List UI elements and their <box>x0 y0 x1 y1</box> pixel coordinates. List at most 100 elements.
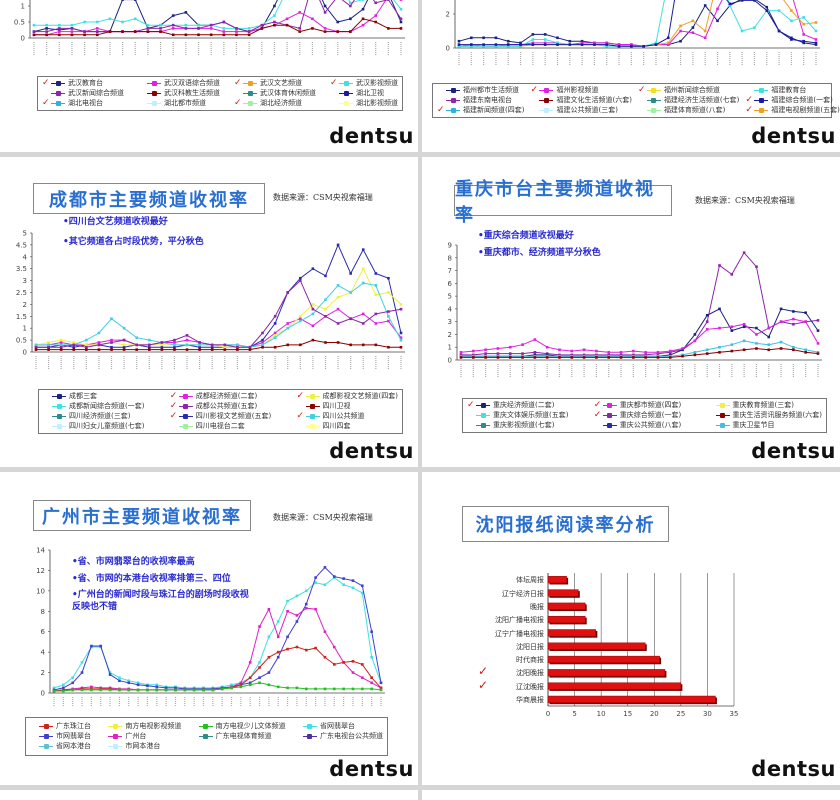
dentsu-logo: dentsu <box>329 757 414 781</box>
data-point <box>118 688 121 692</box>
data-point <box>136 688 140 692</box>
data-point <box>258 666 261 669</box>
data-point <box>236 343 239 347</box>
legend-item: ✓ 湖北电视台 <box>42 99 124 108</box>
data-point <box>99 688 103 692</box>
y-tick-label: 0 <box>41 690 45 698</box>
data-point <box>108 688 112 692</box>
data-point <box>570 349 574 353</box>
data-point <box>642 45 645 48</box>
legend-label: 重庆经济频道(二套) <box>493 401 555 409</box>
data-point <box>122 348 126 351</box>
data-point <box>52 686 56 690</box>
data-point <box>816 352 820 355</box>
legend-item: 市网本港台 <box>99 742 181 751</box>
legend-label: 重庆教育频道(三套) <box>732 401 794 409</box>
data-point <box>457 39 461 43</box>
series-line <box>461 340 819 357</box>
data-point <box>304 589 308 593</box>
legend-item: 湖北卫视 <box>330 89 398 98</box>
data-point <box>379 686 383 690</box>
y-tick-label: 1 <box>23 325 27 333</box>
data-point <box>361 687 364 691</box>
legend-swatch <box>339 80 353 86</box>
data-point <box>361 312 365 316</box>
data-point <box>95 33 99 37</box>
data-point <box>121 0 124 1</box>
data-point <box>777 29 781 33</box>
legend-swatch <box>178 413 193 419</box>
data-point <box>753 0 756 2</box>
data-point <box>248 683 252 687</box>
legend-label: 四川妇女儿童频道(七套) <box>69 422 145 430</box>
legend-swatch <box>646 97 661 103</box>
data-point <box>323 11 327 14</box>
data-point <box>236 348 239 351</box>
data-point <box>681 347 684 350</box>
data-point <box>457 43 461 46</box>
data-point <box>135 348 138 351</box>
data-point <box>374 1 377 5</box>
legend-label: 武汉体育休闲频道 <box>260 89 316 97</box>
data-point <box>47 341 50 344</box>
data-point <box>286 291 290 294</box>
dentsu-logo: dentsu <box>329 439 414 463</box>
series-line <box>34 0 402 33</box>
data-point <box>108 30 112 33</box>
category-label: 华商晨报 <box>516 696 544 705</box>
data-point <box>173 345 176 349</box>
check-icon: ✓ <box>530 85 539 95</box>
data-point <box>531 43 535 46</box>
legend-swatch <box>539 107 554 113</box>
data-point <box>531 33 535 36</box>
data-point <box>508 356 512 359</box>
data-point <box>570 356 574 359</box>
data-point <box>742 251 746 254</box>
data-point <box>314 607 317 611</box>
legend-label: 重庆生活资讯服务频道(六套) <box>732 411 822 419</box>
legend-swatch <box>178 423 193 429</box>
data-point <box>790 19 793 23</box>
data-point <box>299 276 302 280</box>
data-point <box>95 27 99 30</box>
legend-swatch <box>646 107 661 113</box>
legend-label: 省网翡翠台 <box>319 722 355 730</box>
data-point <box>399 336 403 340</box>
data-point <box>705 352 709 355</box>
data-point <box>159 30 162 33</box>
data-point <box>804 351 807 354</box>
data-point <box>342 687 345 691</box>
data-point <box>155 688 159 692</box>
check-icon: ✓ <box>593 410 602 420</box>
legend-label: 福建新闻频道(四套) <box>463 106 525 114</box>
legend-swatch <box>754 87 769 93</box>
y-tick-label: 4 <box>23 253 28 261</box>
data-point <box>90 685 93 689</box>
data-point <box>47 345 50 349</box>
legend-label: 重庆公共频道(八套) <box>619 421 682 429</box>
legend-item: ✓ 湖北经济频道 <box>234 99 316 108</box>
data-point <box>755 265 758 269</box>
series-line <box>35 267 402 348</box>
data-point <box>295 614 299 617</box>
data-point <box>323 583 327 587</box>
data-point <box>235 33 238 37</box>
data-point <box>482 43 485 46</box>
data-point <box>740 0 744 2</box>
legend-item: 福建东南电视台 <box>437 96 524 105</box>
data-point <box>261 338 264 342</box>
legend-label: 成都影视文艺频道(四套) <box>322 392 398 400</box>
data-point <box>184 27 188 30</box>
data-point <box>777 9 781 12</box>
dentsu-logo: dentsu <box>329 124 414 148</box>
fujian-legend: 福州都市生活频道 ✓ 福州影视频道 ✓ 福州新闻综合频道 福建教育台 福建东南电视台 福建文化… <box>432 83 840 118</box>
check-icon: ✓ <box>437 105 445 115</box>
data-point <box>379 681 383 685</box>
legend-label: 福建综合频道(一套) <box>771 96 833 104</box>
data-point <box>399 20 403 24</box>
legend-item: ✓ 福建电视剧频道(五套) <box>745 106 839 115</box>
data-point <box>742 339 746 343</box>
x-tick-label: 25 <box>676 710 685 718</box>
data-point <box>361 591 364 595</box>
data-point <box>286 686 289 690</box>
